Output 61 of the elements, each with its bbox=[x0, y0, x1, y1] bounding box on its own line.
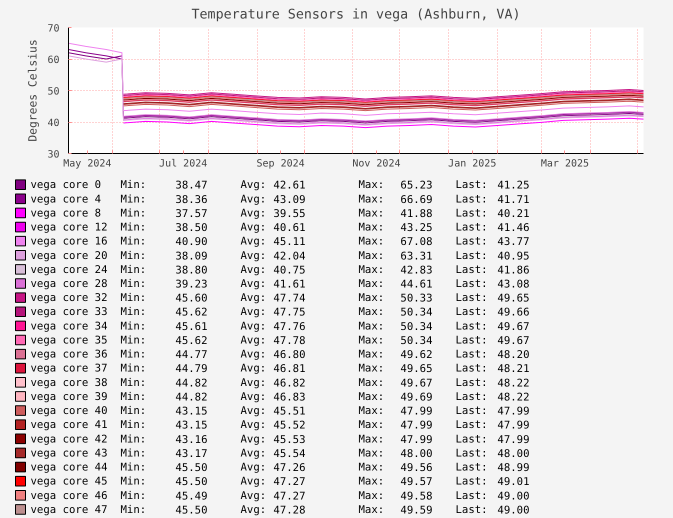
text: Min: 38.36 Avg: 43.09 Max: 66.69 Last: 41.71 bbox=[120, 192, 530, 206]
legend-label: vega core 8 bbox=[30, 206, 102, 220]
text: Min: 45.61 Avg: 47.76 Max: 50.34 Last: 49.67 bbox=[120, 319, 530, 333]
y-tick-label: 40 bbox=[47, 118, 60, 129]
legend-label: vega core 43 bbox=[30, 446, 108, 460]
text: Min: 45.50 Avg: 47.26 Max: 49.56 Last: 48.99 bbox=[120, 460, 530, 474]
legend-label: vega core 0 bbox=[30, 178, 102, 192]
text: Min: 45.62 Avg: 47.78 Max: 50.34 Last: 49.67 bbox=[120, 333, 530, 347]
legend-label: vega core 16 bbox=[30, 234, 108, 248]
chart-title: Temperature Sensors in vega (Ashburn, VA) bbox=[192, 8, 521, 22]
legend-label: vega core 37 bbox=[30, 362, 108, 375]
text: Min: 45.62 Avg: 47.75 Max: 50.34 Last: 49.66 bbox=[120, 305, 530, 319]
text: Min: 37.57 Avg: 39.55 Max: 41.88 Last: 40.21 bbox=[120, 206, 530, 220]
text: Min: 45.50 Avg: 47.28 Max: 49.59 Last: 49.00 bbox=[120, 502, 530, 516]
x-tick-label: Nov 2024 bbox=[352, 158, 401, 170]
text: Min: 38.50 Avg: 40.61 Max: 43.25 Last: 41.46 bbox=[120, 220, 530, 234]
text: Min: 43.15 Avg: 45.52 Max: 47.99 Last: 47.99 bbox=[120, 418, 530, 432]
text: Min: 38.80 Avg: 40.75 Max: 42.83 Last: 41.86 bbox=[120, 262, 530, 276]
legend-label: vega core 12 bbox=[30, 220, 108, 234]
x-tick-label: Mar 2025 bbox=[540, 158, 590, 170]
legend-label: vega core 35 bbox=[30, 333, 108, 346]
x-tick-label: Sep 2024 bbox=[256, 158, 305, 170]
y-axis-title: Degrees Celsius bbox=[25, 39, 40, 142]
text: Min: 43.17 Avg: 45.54 Max: 48.00 Last: 48.00 bbox=[120, 446, 530, 460]
legend-label: vega core 41 bbox=[30, 418, 108, 432]
legend-label: vega core 40 bbox=[30, 404, 108, 418]
legend-label: vega core 45 bbox=[30, 474, 108, 488]
legend-label: vega core 39 bbox=[30, 390, 108, 403]
legend-label: vega core 34 bbox=[30, 319, 108, 332]
y-tick-label: 50 bbox=[47, 86, 60, 98]
legend-label: vega core 38 bbox=[30, 376, 108, 389]
x-tick-label: Jan 2025 bbox=[448, 158, 496, 170]
legend-label: vega core 44 bbox=[30, 460, 108, 474]
legend-label: vega core 47 bbox=[30, 502, 108, 516]
legend-label: vega core 24 bbox=[30, 262, 108, 276]
text: Min: 44.79 Avg: 46.81 Max: 49.65 Last: 48.21 bbox=[120, 362, 530, 376]
text: Min: 43.15 Avg: 45.51 Max: 47.99 Last: 47.99 bbox=[120, 404, 530, 418]
text: Min: 38.09 Avg: 42.04 Max: 63.31 Last: 40.95 bbox=[120, 248, 530, 262]
legend-label: vega core 28 bbox=[30, 277, 108, 290]
legend-label: vega core 20 bbox=[30, 248, 108, 262]
text: Min: 44.82 Avg: 46.82 Max: 49.67 Last: 48.22 bbox=[120, 376, 530, 390]
text: Min: 45.60 Avg: 47.74 Max: 50.33 Last: 49.65 bbox=[120, 291, 530, 305]
legend-label: vega core 4 bbox=[30, 192, 102, 206]
legend-label: vega core 46 bbox=[30, 488, 108, 502]
text: Min: 44.82 Avg: 46.83 Max: 49.69 Last: 48.22 bbox=[120, 390, 530, 404]
legend-label: vega core 33 bbox=[30, 305, 108, 318]
x-tick-label: May 2024 bbox=[63, 158, 112, 170]
text: Min: 39.23 Avg: 41.61 Max: 44.61 Last: 43.08 bbox=[120, 277, 530, 290]
text: Min: 43.16 Avg: 45.53 Max: 47.99 Last: 47.99 bbox=[120, 432, 530, 446]
text: Min: 38.47 Avg: 42.61 Max: 65.23 Last: 41.25 bbox=[120, 178, 530, 192]
y-tick-label: 60 bbox=[47, 55, 60, 66]
text: Min: 44.77 Avg: 46.80 Max: 49.62 Last: 48.20 bbox=[120, 348, 530, 362]
legend-label: vega core 32 bbox=[30, 291, 108, 304]
y-tick-label: 30 bbox=[47, 150, 60, 160]
x-tick-label: Jul 2024 bbox=[159, 158, 208, 170]
text: Min: 45.49 Avg: 47.27 Max: 49.58 Last: 49.00 bbox=[120, 488, 530, 502]
y-tick-label: 70 bbox=[47, 24, 60, 34]
text: Min: 45.50 Avg: 47.27 Max: 49.57 Last: 49.01 bbox=[120, 474, 530, 488]
text: Min: 40.90 Avg: 45.11 Max: 67.08 Last: 43.77 bbox=[120, 234, 530, 248]
legend-label: vega core 42 bbox=[30, 432, 108, 446]
legend-label: vega core 36 bbox=[30, 348, 108, 361]
